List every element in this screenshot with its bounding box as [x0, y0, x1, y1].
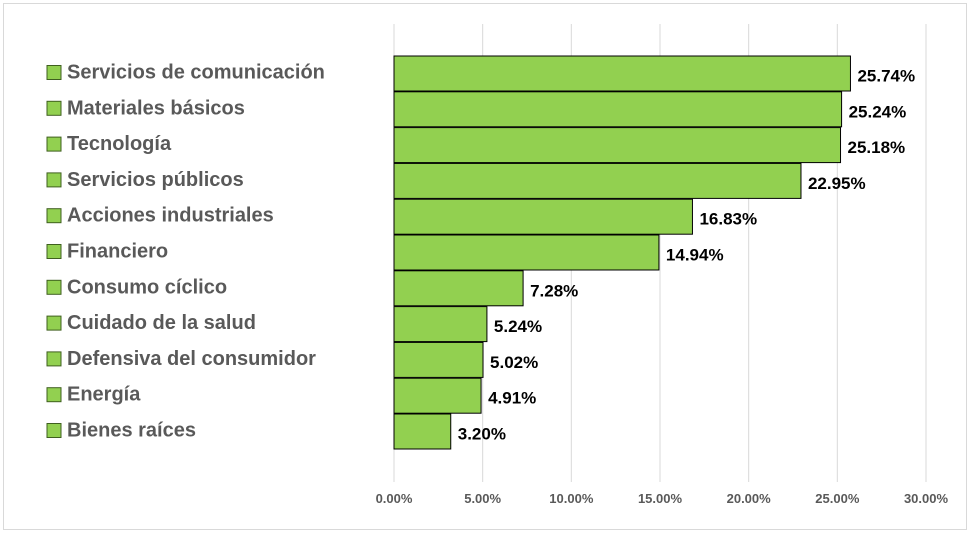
data-label: 7.28%: [530, 281, 578, 300]
category-label: Cuidado de la salud: [67, 312, 256, 334]
bar: [393, 377, 482, 414]
x-tick-label: 15.00%: [638, 491, 683, 506]
legend-swatch: [46, 387, 62, 403]
bar: [393, 306, 488, 343]
data-label: 5.24%: [494, 317, 542, 336]
legend-swatch: [46, 65, 62, 80]
category-label: Materiales básicos: [67, 97, 245, 119]
legend-swatch: [46, 423, 62, 438]
category-label: Bienes raíces: [67, 420, 196, 442]
legend-swatch: [46, 244, 62, 259]
bar: [393, 270, 524, 307]
category-label: Defensiva del consumidor: [67, 348, 316, 370]
data-label: 16.83%: [699, 210, 757, 229]
x-tick-label: 30.00%: [904, 491, 949, 506]
category-label: Acciones industriales: [67, 205, 274, 227]
legend-swatch: [46, 172, 62, 188]
category-label: Servicios de comunicación: [67, 62, 325, 84]
x-tick-label: 20.00%: [727, 491, 772, 506]
legend-swatch: [46, 279, 62, 295]
legend-swatch: [46, 315, 62, 331]
x-tick-label: 0.00%: [376, 491, 413, 506]
x-tick-label: 10.00%: [549, 491, 594, 506]
legend-swatch: [46, 351, 62, 367]
bar: [393, 198, 693, 235]
bar: [393, 127, 842, 164]
data-label: 25.74%: [857, 67, 915, 86]
bar: [393, 91, 843, 128]
data-label: 5.02%: [490, 353, 538, 372]
legend-swatch: [46, 100, 62, 116]
bar: [393, 413, 452, 450]
category-label: Consumo cíclico: [67, 276, 227, 298]
category-label: Tecnología: [67, 133, 172, 155]
data-label: 22.95%: [808, 174, 866, 193]
data-label: 4.91%: [488, 389, 536, 408]
category-label: Energía: [67, 384, 141, 406]
legend-swatch: [46, 208, 62, 224]
data-label: 25.24%: [849, 102, 907, 121]
legend-swatch: [46, 136, 62, 152]
category-label: Financiero: [67, 241, 168, 263]
data-label: 25.18%: [848, 138, 906, 157]
x-tick-label: 5.00%: [464, 491, 501, 506]
bar: [393, 341, 484, 378]
x-tick-label: 25.00%: [815, 491, 860, 506]
bar: [393, 234, 660, 271]
data-label: 3.20%: [458, 425, 506, 444]
data-label: 14.94%: [666, 246, 724, 265]
bar: [393, 55, 851, 92]
category-label: Servicios públicos: [67, 169, 244, 191]
bar: [393, 162, 802, 199]
